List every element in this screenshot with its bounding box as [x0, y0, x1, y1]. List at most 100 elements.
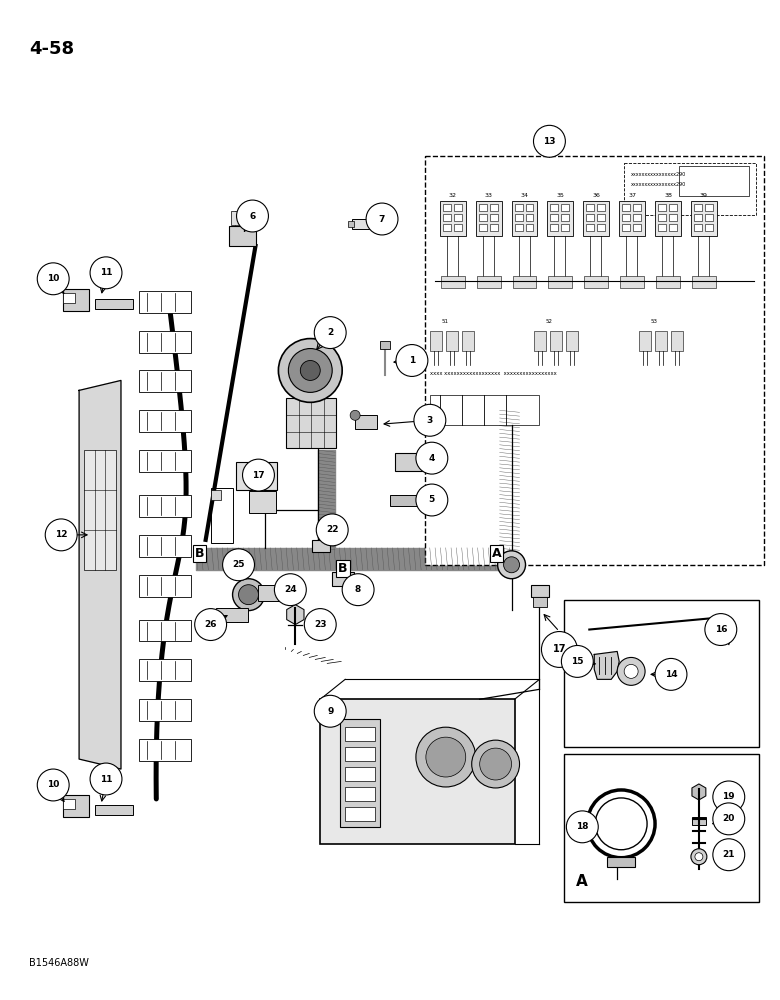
Text: 36: 36	[592, 193, 600, 198]
Bar	[694, 214, 702, 221]
Bar	[531, 585, 549, 597]
Text: 51: 51	[441, 319, 448, 324]
Circle shape	[566, 811, 598, 843]
Text: B: B	[339, 562, 348, 575]
Text: 9: 9	[327, 707, 333, 716]
Bar	[346, 787, 375, 801]
Circle shape	[695, 853, 703, 861]
Text: 18: 18	[576, 822, 589, 831]
Bar	[548, 201, 573, 236]
Bar	[694, 224, 702, 231]
Bar	[607, 857, 635, 867]
Circle shape	[416, 727, 476, 787]
Text: 22: 22	[326, 525, 339, 534]
Bar	[390, 495, 428, 506]
Circle shape	[705, 614, 737, 645]
Circle shape	[541, 632, 577, 667]
Bar	[705, 214, 713, 221]
Bar	[583, 201, 609, 236]
Bar	[692, 276, 716, 288]
Bar	[446, 331, 458, 351]
Bar	[526, 214, 534, 221]
Bar	[312, 540, 330, 552]
Bar	[95, 805, 133, 815]
Circle shape	[713, 781, 745, 813]
Text: 11: 11	[100, 775, 112, 784]
Text: 17: 17	[252, 471, 264, 480]
Circle shape	[350, 410, 360, 420]
Text: B1546A88W: B1546A88W	[30, 958, 89, 968]
Bar	[479, 214, 487, 221]
Text: 7: 7	[379, 215, 385, 224]
Bar	[236, 462, 278, 490]
Text: xxxxxxxxxxxxxxxx290: xxxxxxxxxxxxxxxx290	[631, 172, 686, 177]
Bar	[139, 450, 191, 472]
Text: 3: 3	[427, 416, 433, 425]
Bar	[370, 221, 376, 227]
Bar	[633, 204, 641, 211]
Bar	[584, 276, 608, 288]
Circle shape	[498, 551, 526, 579]
Bar	[622, 214, 630, 221]
Bar	[395, 453, 425, 471]
Bar	[515, 204, 523, 211]
Text: 8: 8	[355, 585, 361, 594]
Bar	[490, 204, 498, 211]
Bar	[633, 224, 641, 231]
Circle shape	[416, 484, 448, 516]
Circle shape	[691, 849, 707, 865]
Bar	[548, 276, 573, 288]
Bar	[587, 214, 594, 221]
Circle shape	[617, 657, 645, 685]
Circle shape	[239, 585, 258, 605]
Text: 23: 23	[314, 620, 327, 629]
Bar	[565, 754, 759, 902]
Bar	[352, 219, 370, 229]
Text: 24: 24	[284, 585, 296, 594]
Circle shape	[316, 514, 348, 546]
Bar	[425, 156, 764, 565]
Bar	[139, 659, 191, 681]
Bar	[566, 331, 578, 351]
Bar	[139, 575, 191, 597]
Bar	[512, 201, 537, 236]
Bar	[597, 204, 605, 211]
Circle shape	[300, 360, 321, 380]
Circle shape	[37, 263, 69, 295]
Bar	[515, 224, 523, 231]
Circle shape	[90, 257, 122, 289]
Polygon shape	[287, 605, 304, 625]
Bar	[490, 224, 498, 231]
Bar	[669, 224, 677, 231]
Bar	[476, 201, 502, 236]
Bar	[658, 224, 666, 231]
Text: 37: 37	[628, 193, 636, 198]
Circle shape	[472, 740, 519, 788]
Bar	[526, 204, 534, 211]
Bar	[587, 224, 594, 231]
Bar	[346, 807, 375, 821]
Bar	[512, 276, 537, 288]
Text: 10: 10	[47, 274, 59, 283]
Circle shape	[713, 839, 745, 871]
Bar	[534, 597, 548, 607]
Bar	[477, 276, 501, 288]
Bar	[534, 331, 547, 351]
Bar	[332, 572, 354, 586]
Bar	[139, 291, 191, 313]
Bar	[443, 204, 451, 211]
Bar	[490, 214, 498, 221]
Bar	[619, 201, 645, 236]
Bar	[211, 490, 221, 500]
Bar	[211, 488, 232, 543]
Circle shape	[416, 442, 448, 474]
Text: 11: 11	[100, 268, 112, 277]
Text: 53: 53	[651, 319, 658, 324]
Bar	[430, 395, 540, 425]
Bar	[633, 214, 641, 221]
Bar	[655, 331, 667, 351]
Bar	[454, 204, 462, 211]
Circle shape	[275, 574, 307, 606]
Bar	[84, 450, 116, 570]
Bar	[622, 224, 630, 231]
